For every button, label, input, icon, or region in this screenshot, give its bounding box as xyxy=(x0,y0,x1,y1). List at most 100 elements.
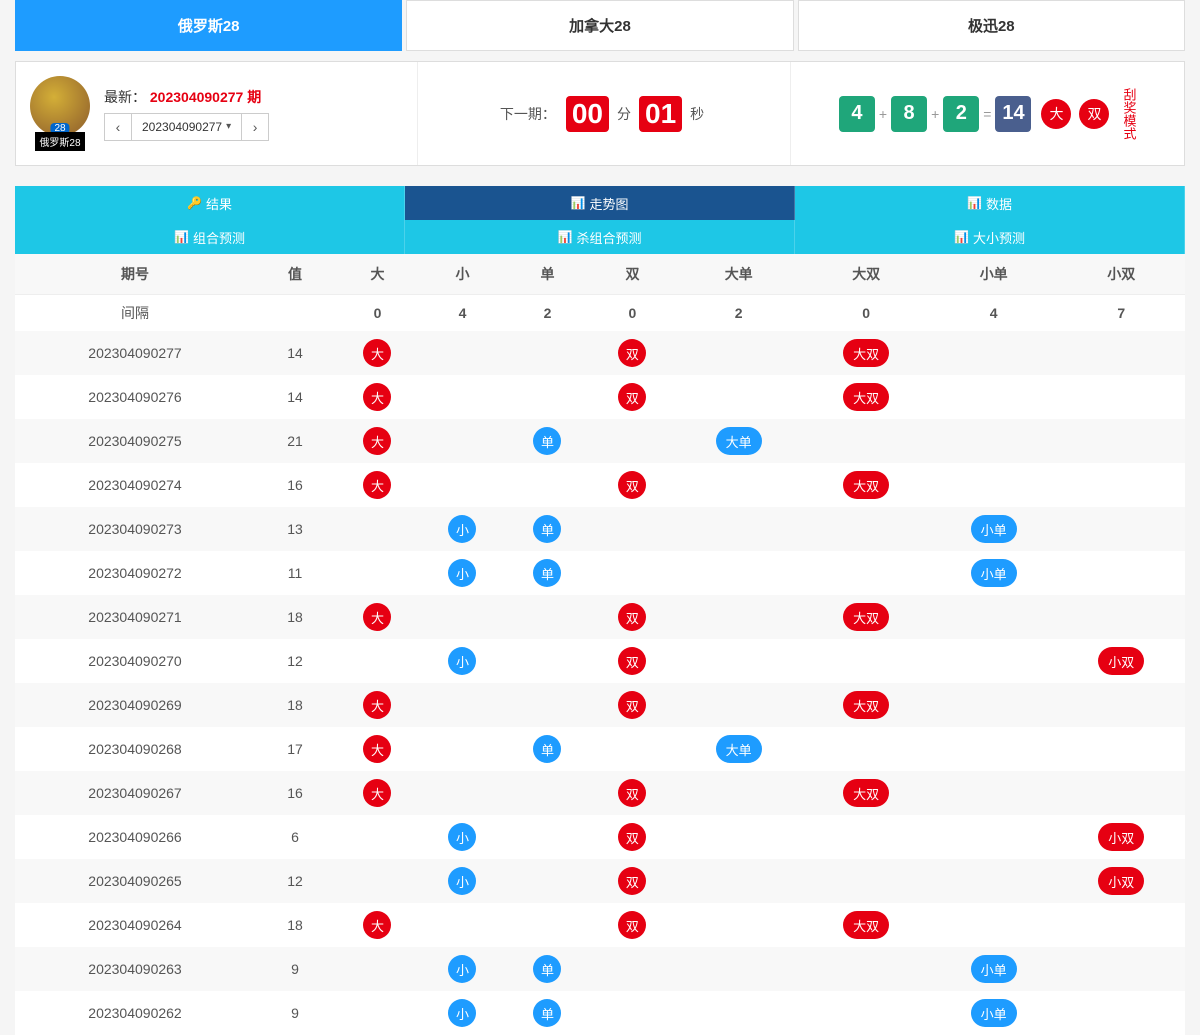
tag-badge: 双 xyxy=(618,647,646,675)
prev-period-button[interactable]: ‹ xyxy=(104,113,132,141)
tag-badge: 单 xyxy=(533,427,561,455)
period-cell: 202304090263 xyxy=(15,947,255,991)
tag-cell: 小 xyxy=(420,815,505,859)
table-body: 间隔0420204720230409027714大双大双202304090276… xyxy=(15,295,1185,1035)
tag-badge: 大 xyxy=(363,383,391,411)
tag-cell xyxy=(1057,947,1185,991)
tag-cell: 双 xyxy=(590,375,675,419)
tag-cell xyxy=(505,595,590,639)
game-logo: 俄罗斯28 xyxy=(30,76,90,151)
value-cell: 14 xyxy=(255,331,335,375)
table-header: 大单 xyxy=(675,254,803,295)
value-cell: 11 xyxy=(255,551,335,595)
tag-cell: 小 xyxy=(420,551,505,595)
nav-cell[interactable]: 📊走势图 xyxy=(405,186,795,220)
next-period-button[interactable]: › xyxy=(241,113,269,141)
tag-cell xyxy=(335,639,420,683)
table-row: 2023040902639小单小单 xyxy=(15,947,1185,991)
tag-cell: 大 xyxy=(335,595,420,639)
tag-cell xyxy=(675,683,803,727)
tag-cell xyxy=(590,947,675,991)
top-tabs: 俄罗斯28加拿大28极迅28 xyxy=(15,0,1185,51)
tag-cell xyxy=(675,375,803,419)
latest-value: 202304090277 期 xyxy=(150,89,261,105)
value-cell: 14 xyxy=(255,375,335,419)
tag-badge: 大 xyxy=(363,779,391,807)
period-dropdown[interactable]: 202304090277 xyxy=(132,113,241,141)
tag-badge: 大单 xyxy=(716,427,762,455)
tag-cell xyxy=(930,683,1058,727)
tag-cell: 大 xyxy=(335,683,420,727)
tag-cell: 小 xyxy=(420,639,505,683)
tag-cell xyxy=(930,595,1058,639)
nav-cell[interactable]: 📊数据 xyxy=(795,186,1185,220)
tag-badge: 双 xyxy=(618,867,646,895)
tag-cell xyxy=(802,551,930,595)
tag-badge: 单 xyxy=(533,999,561,1027)
tag-cell xyxy=(930,463,1058,507)
tag-cell xyxy=(590,507,675,551)
top-tab[interactable]: 极迅28 xyxy=(798,0,1185,51)
tag-badge: 小 xyxy=(448,999,476,1027)
tag-cell xyxy=(1057,419,1185,463)
tag-badge: 大双 xyxy=(843,603,889,631)
tag-cell: 双 xyxy=(590,815,675,859)
tag-cell: 单 xyxy=(505,551,590,595)
top-tab[interactable]: 俄罗斯28 xyxy=(15,0,402,51)
period-cell: 202304090275 xyxy=(15,419,255,463)
tag-cell: 小单 xyxy=(930,991,1058,1035)
table-row: 20230409027211小单小单 xyxy=(15,551,1185,595)
tag-cell xyxy=(1057,903,1185,947)
value-cell: 12 xyxy=(255,639,335,683)
nav-cell[interactable]: 🔑结果 xyxy=(15,186,405,220)
gap-cell: 0 xyxy=(335,295,420,332)
tag-cell: 小单 xyxy=(930,947,1058,991)
tag-badge: 双 xyxy=(618,603,646,631)
result-big-tag: 大 xyxy=(1041,99,1071,129)
tag-cell xyxy=(802,815,930,859)
period-cell: 202304090270 xyxy=(15,639,255,683)
tag-cell xyxy=(675,551,803,595)
tag-cell xyxy=(930,815,1058,859)
tag-badge: 单 xyxy=(533,735,561,763)
nav-cell[interactable]: 📊杀组合预测 xyxy=(405,220,795,254)
table-header: 大双 xyxy=(802,254,930,295)
gap-cell xyxy=(255,295,335,332)
nav-icon: 🔑 xyxy=(187,196,202,210)
tag-badge: 单 xyxy=(533,955,561,983)
scratch-mode-button[interactable]: 刮奖模式 xyxy=(1119,88,1138,140)
tag-badge: 小 xyxy=(448,955,476,983)
tag-cell: 单 xyxy=(505,507,590,551)
tag-badge: 小单 xyxy=(971,515,1017,543)
tag-badge: 单 xyxy=(533,515,561,543)
period-cell: 202304090274 xyxy=(15,463,255,507)
tag-cell: 大 xyxy=(335,463,420,507)
period-selector: ‹ 202304090277 › xyxy=(104,113,269,141)
tag-cell xyxy=(505,859,590,903)
info-bar: 俄罗斯28 最新： 202304090277 期 ‹ 202304090277 … xyxy=(15,61,1185,166)
tag-badge: 大 xyxy=(363,911,391,939)
tag-badge: 双 xyxy=(618,339,646,367)
nav-cell[interactable]: 📊组合预测 xyxy=(15,220,405,254)
period-cell: 202304090272 xyxy=(15,551,255,595)
gap-cell: 0 xyxy=(590,295,675,332)
period-cell: 202304090277 xyxy=(15,331,255,375)
nav-cell[interactable]: 📊大小预测 xyxy=(795,220,1185,254)
nav-label: 走势图 xyxy=(589,194,628,213)
tag-badge: 大双 xyxy=(843,339,889,367)
gap-row: 间隔04202047 xyxy=(15,295,1185,332)
table-header: 大 xyxy=(335,254,420,295)
tag-cell: 双 xyxy=(590,463,675,507)
tag-cell xyxy=(930,419,1058,463)
tag-cell xyxy=(590,419,675,463)
tag-cell xyxy=(802,991,930,1035)
tag-cell xyxy=(930,771,1058,815)
value-cell: 18 xyxy=(255,595,335,639)
table-header: 值 xyxy=(255,254,335,295)
top-tab[interactable]: 加拿大28 xyxy=(406,0,793,51)
nav-icon: 📊 xyxy=(174,230,189,244)
tag-badge: 大双 xyxy=(843,691,889,719)
table-header-row: 期号值大小单双大单大双小单小双 xyxy=(15,254,1185,295)
tag-cell: 单 xyxy=(505,727,590,771)
tag-badge: 双 xyxy=(618,823,646,851)
